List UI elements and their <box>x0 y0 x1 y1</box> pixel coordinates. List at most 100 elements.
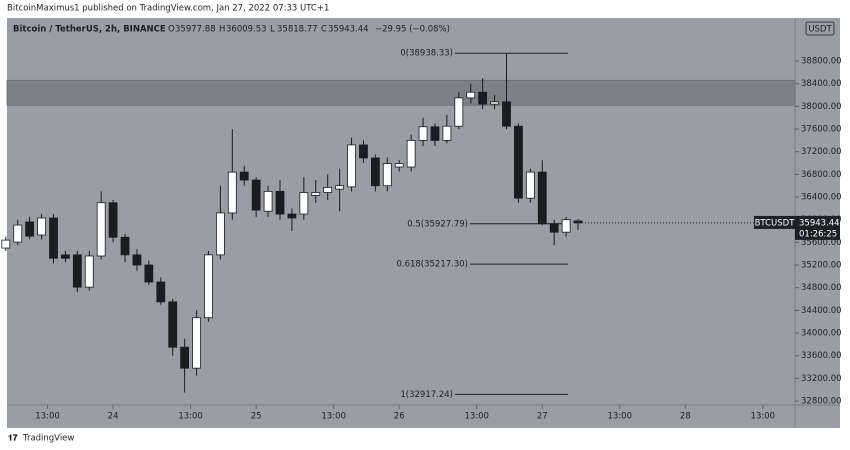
y-tick-label: 37600.00 <box>801 125 842 135</box>
x-tick-label: 24 <box>108 412 119 422</box>
symbol-badge <box>754 215 795 229</box>
x-tick-label: 27 <box>537 412 548 422</box>
candle-body <box>251 179 261 211</box>
y-tick-label: 34800.00 <box>801 283 842 293</box>
candle-body <box>227 171 237 214</box>
symbol-label: BTCUSDT <box>755 218 796 228</box>
y-tick-label: 34000.00 <box>801 329 842 339</box>
candle-body <box>263 190 273 212</box>
candle-body <box>549 223 559 233</box>
y-tick-label: 32800.00 <box>801 397 842 407</box>
candle-body <box>299 192 309 215</box>
ohlc-value: 35818.77 <box>277 25 318 35</box>
candle-body <box>61 254 70 259</box>
y-tick-label: 34400.00 <box>801 306 842 316</box>
candle-body <box>335 185 345 190</box>
x-tick-label: 13:00 <box>178 412 203 422</box>
candle-body <box>108 202 118 238</box>
candle-body <box>430 126 440 141</box>
countdown-label: 01:26:25 <box>799 229 837 239</box>
candle-body <box>573 220 583 224</box>
x-tick-label: 13:00 <box>751 412 776 422</box>
ohlc-key: L <box>270 25 275 35</box>
x-tick-label: 28 <box>680 412 691 422</box>
candle-body <box>192 317 201 369</box>
ohlc-key: O <box>168 25 175 35</box>
currency-badge <box>805 21 835 36</box>
candle-body <box>156 281 166 303</box>
y-tick-label: 35200.00 <box>801 261 842 271</box>
resistance-zone <box>6 79 796 106</box>
candle-body <box>490 101 499 105</box>
x-tick-label: 13:00 <box>464 412 489 422</box>
candle-body <box>239 171 249 181</box>
candle-body <box>84 255 94 288</box>
x-tick-label: 26 <box>394 412 405 422</box>
candle-body <box>537 171 547 225</box>
last-price-label: 35943.44 <box>799 218 840 228</box>
candle-body <box>25 221 35 237</box>
x-tick-label: 13:00 <box>608 412 633 422</box>
y-tick-label: 36400.00 <box>801 193 842 203</box>
y-tick-label: 38800.00 <box>801 57 842 67</box>
ohlc-value: 35977.88 <box>175 25 216 35</box>
footer-logo: 𝟏𝟕 TradingView <box>8 433 74 444</box>
fib-label: 0(38938.33) <box>400 49 453 59</box>
y-tick-label: 33600.00 <box>801 351 842 361</box>
candle-body <box>466 91 476 99</box>
candle-body <box>287 213 297 219</box>
candle-body <box>1 239 11 249</box>
candle-body <box>275 190 285 215</box>
candle-body <box>525 171 535 199</box>
y-tick-label: 35600.00 <box>801 238 842 248</box>
y-tick-label: 38000.00 <box>801 102 842 112</box>
publisher-line: BitcoinMaximus1 published on TradingView… <box>7 4 329 14</box>
currency-label: USDT <box>808 25 832 35</box>
y-tick-label: 36800.00 <box>801 170 842 180</box>
candle-body <box>514 125 523 199</box>
candle-body <box>72 254 82 288</box>
candle-body <box>394 163 404 168</box>
candle-body <box>442 125 452 141</box>
x-tick-label: 13:00 <box>35 412 60 422</box>
candle-body <box>168 301 178 348</box>
candle-body <box>132 254 142 266</box>
candle-body <box>359 144 368 159</box>
ohlc-value: 35943.44 <box>328 25 369 35</box>
ohlc-key: H <box>219 25 225 35</box>
y-tick-label: 38400.00 <box>801 79 842 89</box>
candle-body <box>13 224 23 243</box>
candle-body <box>382 163 392 187</box>
price-change: −29.95 (−0.08%) <box>375 25 450 35</box>
candle-body <box>311 192 321 196</box>
candle-body <box>502 101 511 127</box>
candle-body <box>323 187 333 193</box>
candle-body <box>406 139 416 168</box>
candle-body <box>215 212 225 256</box>
candle-body <box>454 97 464 127</box>
candle-body <box>370 157 380 187</box>
candle-body <box>180 346 190 369</box>
fib-label: 1(32917.24) <box>400 390 453 400</box>
last-price-badge <box>795 215 840 240</box>
x-tick-label: 13:00 <box>321 412 346 422</box>
footer-text: TradingView <box>22 434 74 444</box>
x-tick-label: 25 <box>251 412 262 422</box>
candle-body <box>96 202 106 257</box>
y-tick-label: 33200.00 <box>801 374 842 384</box>
ohlc-value: 36009.53 <box>226 25 267 35</box>
candle-body <box>418 126 428 141</box>
fib-label: 0.618(35217.30) <box>396 260 468 270</box>
y-tick-label: 37200.00 <box>801 147 842 157</box>
candle-body <box>49 217 58 259</box>
candle-body <box>561 219 571 233</box>
candle-body <box>120 236 130 256</box>
candle-body <box>478 91 488 105</box>
candle-body <box>37 217 46 236</box>
candle-body <box>204 254 213 319</box>
candle-body <box>144 264 154 283</box>
logo-mark: 𝟏𝟕 <box>8 433 18 444</box>
symbol-title: Bitcoin / TetherUS, 2h, BINANCE <box>13 25 166 35</box>
ohlc-key: C <box>321 25 327 35</box>
